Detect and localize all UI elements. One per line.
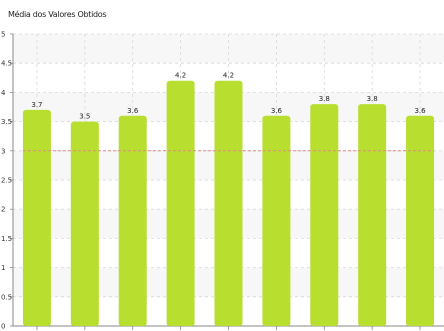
data-label: 3.8 — [367, 95, 378, 103]
y-tick-label: 4 — [1, 89, 6, 97]
bar — [118, 115, 147, 326]
bars — [22, 80, 435, 326]
bar — [70, 121, 99, 326]
y-tick-label: 4.5 — [1, 60, 12, 68]
y-tick-label: 3 — [1, 147, 5, 155]
y-tick-labels: 0 0.5 1 1.5 2 2.5 3 3.5 4 4.5 5 — [1, 31, 12, 331]
bar — [166, 80, 195, 326]
bar — [262, 115, 291, 326]
data-label: 3.6 — [414, 107, 426, 115]
y-tick-label: 5 — [1, 31, 5, 39]
bar — [406, 115, 435, 326]
y-tick-label: 1 — [1, 264, 5, 272]
y-tick-label: 0 — [1, 323, 5, 331]
data-label: 4.2 — [223, 72, 234, 80]
data-label: 3.7 — [31, 101, 42, 109]
bar — [310, 104, 339, 326]
bar — [214, 80, 243, 326]
y-tick-label: 2 — [1, 206, 5, 214]
y-tick-label: 2.5 — [1, 177, 12, 185]
y-tick-label: 0.5 — [1, 293, 12, 301]
bar — [358, 104, 387, 326]
data-label: 3.8 — [319, 95, 330, 103]
bar — [22, 109, 51, 326]
data-label: 3.5 — [79, 113, 90, 121]
y-tick-label: 3.5 — [1, 118, 12, 126]
chart-title: Média dos Valores Obtidos — [8, 10, 107, 19]
data-label: 4.2 — [175, 72, 186, 80]
data-label: 3.6 — [127, 107, 139, 115]
data-labels: 3.7 3.5 3.6 4.2 4.2 3.6 3.8 3.8 3.6 — [31, 72, 426, 121]
data-label: 3.6 — [271, 107, 283, 115]
y-tick-label: 1.5 — [1, 235, 12, 243]
